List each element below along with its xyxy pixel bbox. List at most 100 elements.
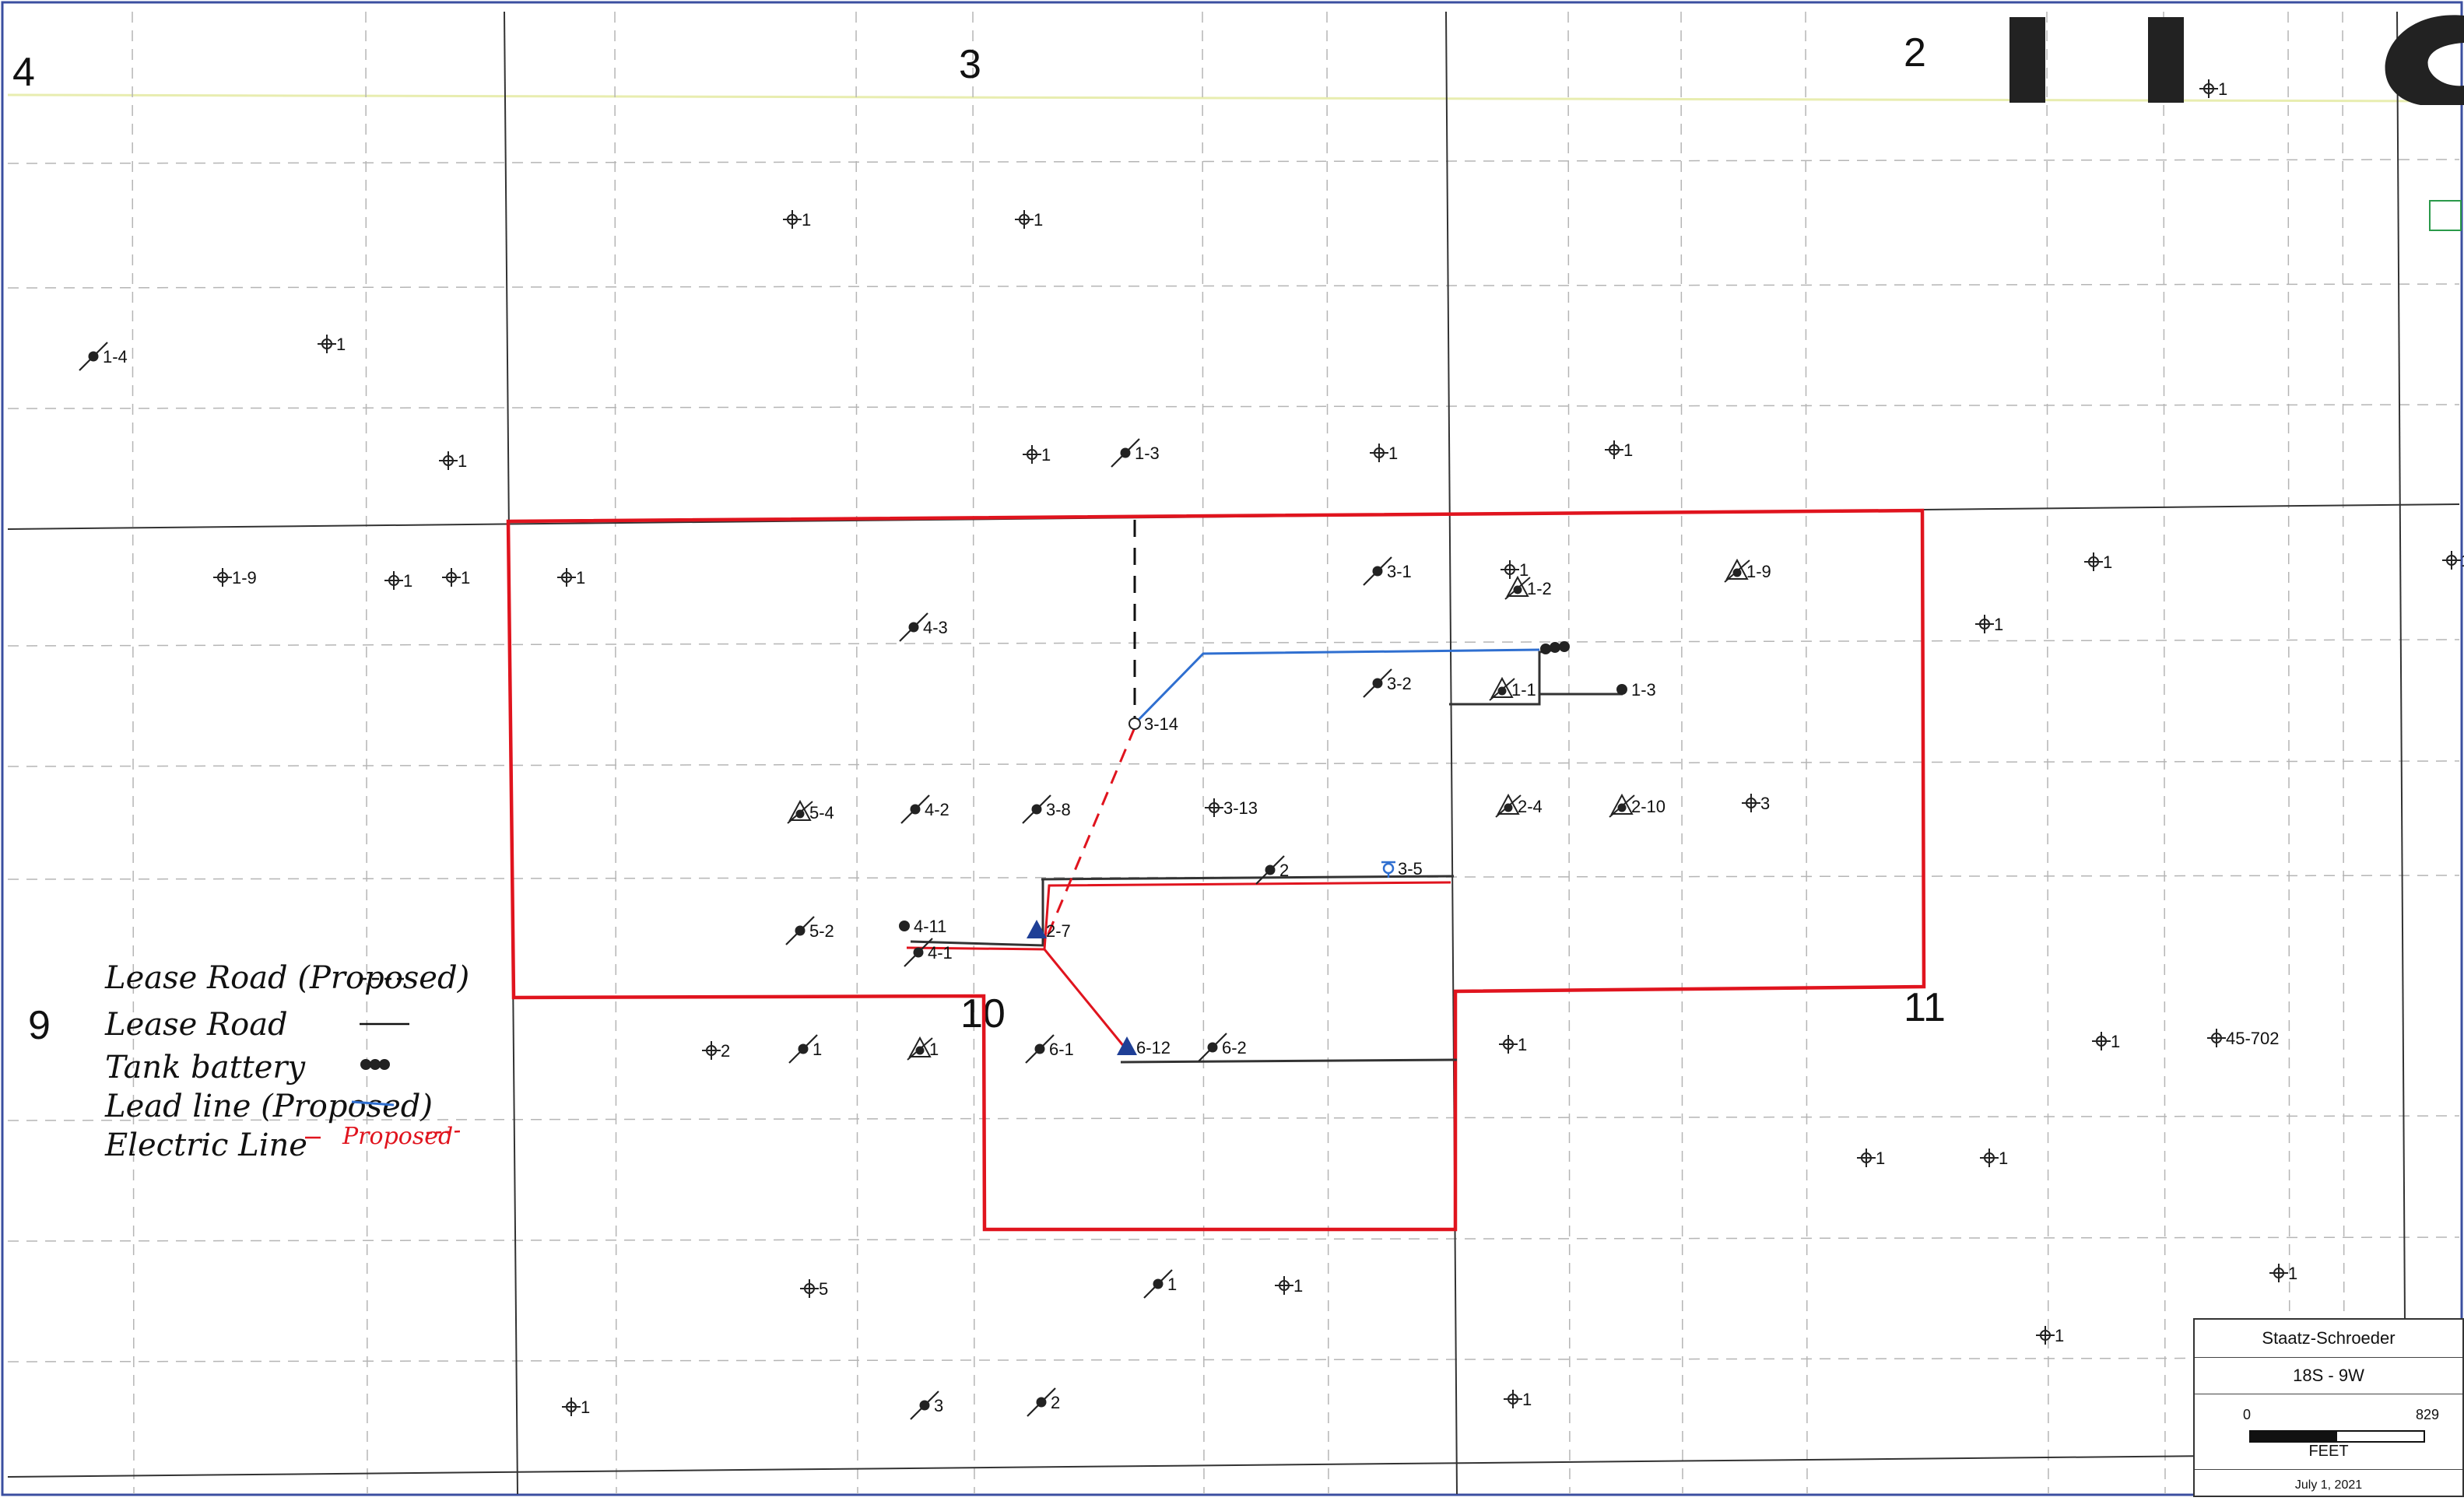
dry-hole-icon	[783, 210, 802, 229]
section-labels: 4 3 2 9 10 11	[12, 30, 1946, 1048]
well-marker: 1	[1143, 1269, 1177, 1299]
plugged-well-icon	[788, 1034, 818, 1064]
well-label: 6-1	[1049, 1040, 1074, 1059]
well-label: 3-5	[1398, 859, 1423, 879]
well-label: 3-2	[1387, 674, 1412, 693]
dry-hole-icon	[2084, 552, 2103, 571]
dry-hole-icon	[2036, 1326, 2055, 1345]
well-label: 1	[1876, 1149, 1885, 1168]
well-label: 4-3	[923, 618, 948, 637]
well-label: 2-7	[1046, 921, 1071, 941]
well-marker: 2	[1027, 1387, 1060, 1417]
plugged-gas-well-icon	[787, 799, 813, 824]
well-marker: 3-14	[1128, 714, 1178, 734]
well-label: 3	[1760, 794, 1770, 813]
section-lines	[7, 11, 2460, 1495]
legend-lead-line-proposed: Lead line (Proposed)	[104, 1089, 433, 1124]
well-label: 1	[1293, 1276, 1303, 1296]
background-letters	[2009, 15, 2464, 105]
well-label: 1	[458, 451, 467, 471]
well-marker: 1	[1275, 1276, 1303, 1296]
dry-hole-icon	[2442, 551, 2461, 570]
well-marker: 3-5	[1381, 859, 1423, 879]
well-label: 1	[336, 335, 346, 354]
well-label: 3-13	[1223, 798, 1258, 818]
plugged-well-icon	[1363, 668, 1392, 698]
well-label: 3-8	[1046, 800, 1071, 819]
triangle-marker-icon	[1117, 1036, 1137, 1055]
well-label: 2-10	[1631, 797, 1665, 816]
well-marker: 1	[384, 571, 412, 591]
well-marker: 3	[910, 1391, 943, 1420]
well-marker: 6-1	[1025, 1034, 1074, 1064]
plugged-gas-well-icon	[1489, 676, 1515, 701]
plugged-gas-well-icon	[1609, 793, 1635, 818]
well-label: 1	[1388, 444, 1398, 463]
plugged-gas-well-icon	[1724, 558, 1750, 583]
injection-well-icon	[1381, 861, 1395, 878]
triangle-marker-icon	[1027, 920, 1047, 938]
well-marker: 1	[2092, 1032, 2120, 1051]
electric-line	[906, 881, 1451, 951]
plugged-well-icon	[1143, 1269, 1173, 1299]
well-label: 1	[1522, 1390, 1532, 1409]
plugged-gas-well-icon	[907, 1036, 933, 1061]
scale-unit-label: FEET	[2308, 1443, 2349, 1460]
well-marker: 2	[702, 1041, 730, 1061]
dry-hole-icon	[1205, 798, 1223, 817]
well-label: 1	[2288, 1264, 2297, 1283]
well-marker: 4-11	[899, 917, 946, 936]
plugged-well-icon	[1255, 855, 1285, 885]
well-marker: 1	[1499, 1035, 1527, 1054]
well-marker: 3-13	[1205, 798, 1258, 818]
quarter-grid	[7, 11, 2460, 1495]
lead-line-proposed	[1133, 648, 1540, 725]
well-marker: 1	[442, 568, 470, 587]
well-marker: 6-12	[1117, 1036, 1171, 1057]
well-marker: 1	[1605, 440, 1633, 460]
lease-road	[1449, 648, 1557, 706]
well-marker: 1-4	[79, 342, 128, 371]
well-label: 1-9	[232, 568, 257, 587]
well-label: 1	[1623, 440, 1633, 460]
well-marker: 3-1	[1363, 556, 1412, 586]
township-range: 18S - 9W	[2195, 1358, 2462, 1394]
well-label: 1	[1041, 445, 1051, 465]
scale-max-label: 829	[2416, 1407, 2440, 1422]
well-marker: 1	[1501, 560, 1529, 580]
legend-proposed: Proposed	[342, 1123, 453, 1150]
lease-road	[910, 879, 1044, 947]
map-date: July 1, 2021	[2294, 1478, 2363, 1492]
dry-hole-icon	[1605, 440, 1623, 459]
well-marker: 1-1	[1489, 676, 1536, 701]
plugged-well-icon	[1025, 1034, 1055, 1064]
well-marker: 1	[318, 335, 346, 354]
well-label: 1	[2111, 1032, 2120, 1051]
dry-hole-icon	[442, 568, 461, 587]
plugged-well-icon	[899, 612, 928, 642]
legend-lease-road: Lease Road	[104, 1007, 288, 1043]
oil-well-icon	[1616, 684, 1627, 695]
well-label: 45-702	[2226, 1029, 2280, 1048]
well-marker: 1	[783, 210, 811, 230]
dry-hole-icon	[1857, 1149, 1876, 1167]
map-name: Staatz-Schroeder	[2195, 1320, 2462, 1358]
legend-tank-battery-symbol	[360, 1059, 390, 1070]
dry-hole-icon	[1370, 444, 1388, 462]
well-label: 2	[1051, 1393, 1060, 1412]
well-marker: 1	[562, 1398, 590, 1417]
well-label: 6-12	[1136, 1038, 1171, 1057]
well-label: 3-1	[1387, 562, 1412, 581]
lease-road	[1041, 875, 1455, 881]
well-marker: 45-702	[2207, 1029, 2280, 1048]
well-label: 4-11	[914, 917, 946, 936]
electric-line-proposed	[1043, 727, 1136, 944]
well-label: 1	[576, 568, 585, 587]
well-marker: 2-4	[1495, 793, 1543, 818]
well-label: 1-4	[103, 347, 128, 366]
well-label: 3	[934, 1396, 943, 1415]
well-label: 6-2	[1222, 1038, 1247, 1057]
well-label: 1	[1167, 1275, 1177, 1294]
